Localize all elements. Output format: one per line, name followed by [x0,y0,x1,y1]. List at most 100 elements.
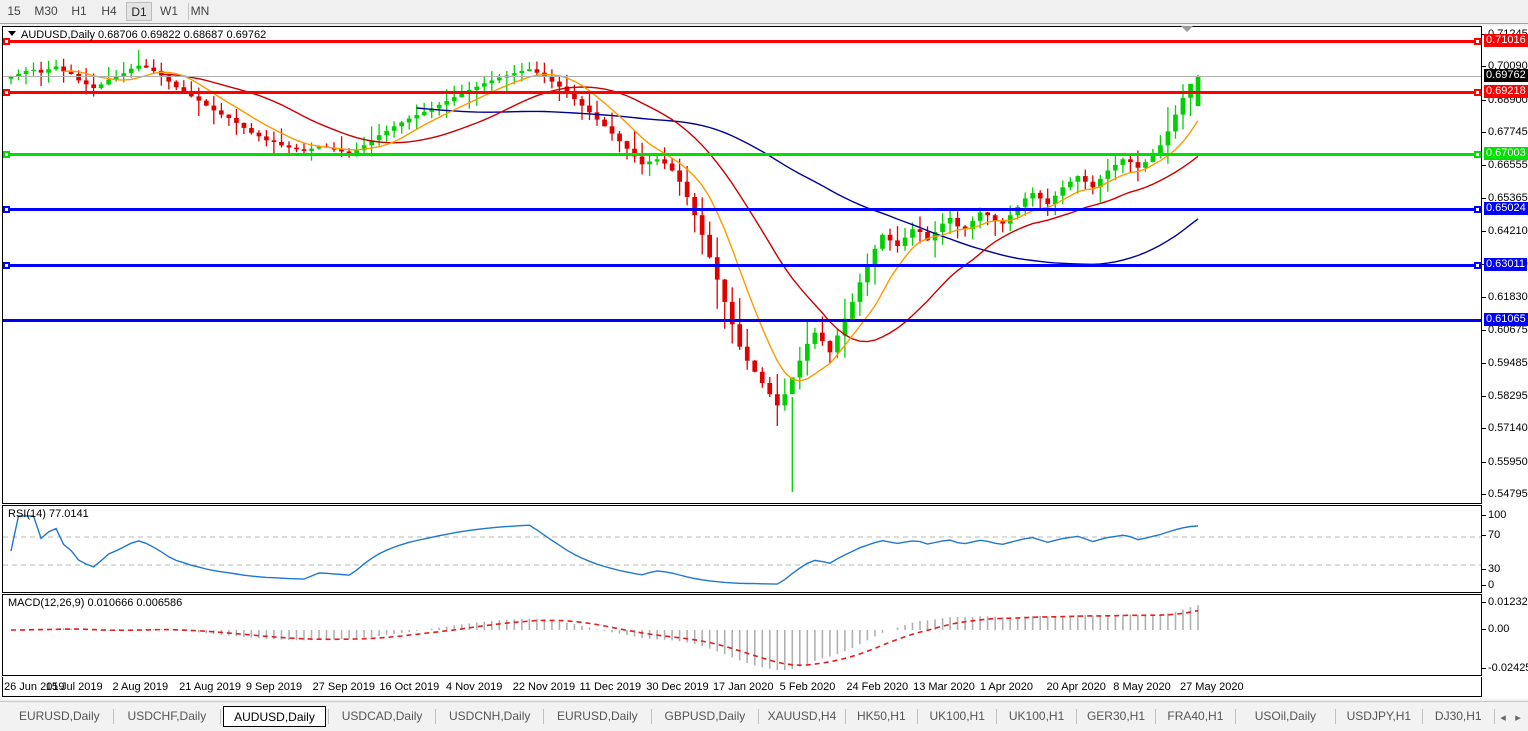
timeframe-button-w1[interactable]: W1 [160,4,178,18]
date-tick-label: 13 Mar 2020 [913,681,975,693]
timeframe-toolbar: 15 M30 H1 H4 D1 W1 MN [0,0,1528,24]
horizontal-level-line-resistance[interactable] [3,40,1481,44]
timeframe-button-mn[interactable]: MN [190,4,210,18]
rsi-tick [1482,515,1486,516]
horizontal-level-line-support[interactable] [3,264,1481,268]
price-tick [1482,297,1486,299]
rsi-tick [1482,535,1486,536]
price-chart-panel[interactable]: AUDUSD,Daily 0.68706 0.69822 0.68687 0.6… [2,26,1482,504]
symbol-tab-gbpusd-daily[interactable]: GBPUSD,Daily [664,709,746,723]
price-tick [1482,66,1486,68]
rsi-tick-label: 30 [1488,563,1501,575]
timeframe-button-h1[interactable]: H1 [71,4,87,18]
price-tick-label: 0.71245 [1488,29,1528,40]
price-tick [1482,230,1486,232]
price-tick-label: 0.57140 [1488,422,1528,435]
tab-scroll-left-icon[interactable]: ◂ [1500,712,1506,724]
price-tick-label: 0.55950 [1488,455,1528,468]
symbol-tab-uk100-h1[interactable]: UK100,H1 [929,709,985,723]
date-tick-label: 21 Aug 2019 [179,681,241,693]
price-tick-label: 0.58295 [1488,390,1528,403]
date-tick-label: 2 Aug 2019 [112,681,169,693]
symbol-tab-eurusd-daily[interactable]: EURUSD,Daily [18,709,100,723]
tab-divider [1155,709,1157,724]
date-tick-label: 8 May 2020 [1113,681,1171,693]
date-tick-label: 24 Feb 2020 [846,681,909,693]
horizontal-level-line-resistance[interactable] [3,90,1481,94]
symbol-tab-usdcad-daily[interactable]: USDCAD,Daily [341,709,423,723]
level-price-label-support[interactable]: 0.61065 [1484,312,1528,326]
symbol-tab-ger30-h1[interactable]: GER30,H1 [1086,709,1145,723]
level-anchor-handle[interactable] [3,88,10,96]
timeframe-button-h4[interactable]: H4 [101,4,117,18]
level-price-label-resistance[interactable]: 0.69218 [1484,84,1528,98]
symbol-tab-xauusd-h4[interactable]: XAUUSD,H4 [767,709,837,723]
symbol-tab-uk100-h1[interactable]: UK100,H1 [1008,709,1065,723]
price-tick [1482,198,1486,200]
level-anchor-handle[interactable] [1474,88,1481,96]
date-tick-label: 30 Dec 2019 [646,681,709,693]
horizontal-level-line-support[interactable] [3,152,1481,156]
price-tick-label: 0.65365 [1488,192,1528,205]
price-tick [1482,362,1486,364]
tab-divider [543,709,544,724]
macd-tick [1482,668,1486,669]
price-tick [1482,494,1486,495]
rsi-tick-label: 0 [1488,579,1495,591]
level-price-label-resistance[interactable]: 0.71016 [1484,34,1528,48]
timeframe-button-15[interactable]: 15 [7,4,21,18]
symbol-tab-fra40-h1[interactable]: FRA40,H1 [1167,709,1224,723]
level-price-label-support[interactable]: 0.65024 [1484,201,1528,215]
level-anchor-handle[interactable] [3,150,10,158]
collapse-triangle-icon[interactable] [8,31,16,36]
price-tick-label: 0.60675 [1488,323,1528,336]
date-tick-label: 27 May 2020 [1180,681,1244,693]
price-tick [1482,396,1486,398]
level-anchor-handle[interactable] [3,205,10,213]
timeframe-button-m30[interactable]: M30 [34,4,58,18]
rsi-header: RSI(14) 77.0141 [8,508,89,520]
horizontal-level-line-support[interactable] [3,318,1481,322]
macd-plot-inner [3,595,1481,675]
tab-divider [844,709,846,724]
date-tick-label: 16 Oct 2019 [379,681,440,693]
price-tick [1482,131,1486,133]
tab-divider [1335,709,1337,724]
symbol-tab-usoil-daily[interactable]: USOil,Daily [1254,709,1317,723]
level-anchor-handle[interactable] [1474,262,1481,270]
symbol-tab-usdcnh-daily[interactable]: USDCNH,Daily [449,709,531,723]
rsi-tick-label: 100 [1488,509,1507,521]
level-anchor-handle[interactable] [1474,38,1481,46]
price-tick-label: 0.66555 [1488,159,1528,172]
symbol-tab-usdchf-daily[interactable]: USDCHF,Daily [127,709,207,723]
rsi-indicator-panel[interactable]: RSI(14) 77.0141 [2,505,1482,593]
level-anchor-handle[interactable] [1474,150,1481,158]
date-tick-label: 20 Apr 2020 [1046,681,1106,693]
symbol-tab-dj30-h1[interactable]: DJ30,H1 [1434,709,1482,723]
level-anchor-handle[interactable] [3,262,10,270]
price-axis-scale[interactable]: 0.71245 0.70090 0.68900 0.67745 0.66555 0.653… [1482,26,1528,504]
tab-divider [112,709,114,724]
horizontal-level-line-bid[interactable] [3,76,1481,78]
tab-divider [758,709,760,724]
level-price-label-support[interactable]: 0.63011 [1484,258,1527,272]
timeframe-button-d1[interactable]: D1 [126,2,152,21]
level-anchor-handle[interactable] [1474,205,1481,213]
price-tick-label: 0.68900 [1488,93,1528,106]
tab-scroll-right-icon[interactable]: ▸ [1515,712,1521,724]
date-axis[interactable]: 26 Jun 2019 15 Jul 2019 2 Aug 2019 21 Aug 2… [2,677,1482,697]
price-tick [1482,329,1486,331]
symbol-tab-bar: EURUSD,Daily USDCHF,Daily AUDUSD,Daily USDC… [0,701,1528,731]
rsi-tick-label: 70 [1488,529,1501,541]
symbol-tab-hk50-h1[interactable]: HK50,H1 [856,709,906,723]
level-price-label-bid[interactable]: 0.69762 [1484,69,1528,83]
symbol-tab-audusd-daily[interactable]: AUDUSD,Daily [223,706,326,727]
date-tick-label: 1 Apr 2020 [979,681,1034,693]
tab-divider [996,709,998,724]
horizontal-level-line-support[interactable] [3,207,1481,211]
symbol-tab-usdjpy-h1[interactable]: USDJPY,H1 [1346,709,1412,723]
symbol-tab-eurusd-daily[interactable]: EURUSD,Daily [556,709,638,723]
macd-indicator-panel[interactable]: MACD(12,26,9) 0.010666 0.006586 [2,594,1482,676]
level-anchor-handle[interactable] [3,38,10,46]
level-price-label-support[interactable]: 0.67003 [1484,146,1528,160]
